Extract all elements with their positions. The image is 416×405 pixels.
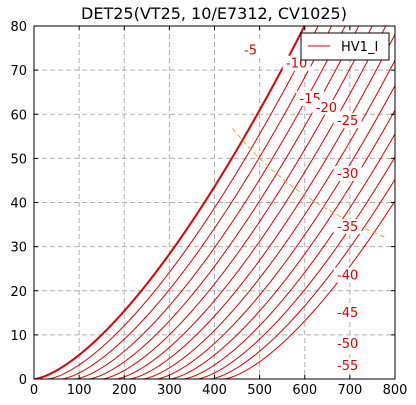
x-tick-label: 100 — [67, 383, 92, 398]
legend-label: HV1_I — [341, 40, 378, 55]
curve-label: -40 — [337, 269, 358, 284]
curve-label: -30 — [337, 167, 358, 182]
dissipation-curve — [232, 127, 387, 239]
curve-label-bg — [333, 305, 362, 321]
x-tick-label: 600 — [292, 383, 317, 398]
curve-label-bg — [240, 42, 261, 58]
series-line — [47, 26, 319, 379]
x-tick-label: 500 — [247, 383, 272, 398]
y-tick-label: 80 — [10, 20, 27, 35]
curve-label: -45 — [337, 306, 358, 321]
y-tick-label: 60 — [10, 108, 27, 123]
curve-label: -50 — [337, 337, 358, 352]
y-tick-label: 40 — [10, 197, 27, 212]
chart-title: DET25(VT25, 10/E7312, CV1025) — [81, 4, 347, 23]
curve-label-bg — [333, 218, 362, 234]
series-line — [128, 34, 395, 379]
y-tick-label: 0 — [19, 373, 27, 388]
x-tick-label: 700 — [337, 383, 362, 398]
axes: 0 100 200 300 400 500 600 700 800 0 10 20 30 40 50 60 70… — [10, 20, 407, 398]
curve-label: -35 — [337, 220, 358, 235]
series-line — [209, 179, 395, 379]
curve-label-bg — [333, 113, 362, 129]
curve-label-bg — [333, 267, 362, 283]
curve-label-bg — [312, 99, 341, 115]
series-line — [155, 85, 395, 379]
legend: HV1_I — [300, 32, 390, 61]
y-tick-label: 50 — [10, 152, 27, 167]
x-tick-label: 800 — [383, 383, 408, 398]
x-tick-label: 400 — [202, 383, 227, 398]
curve-label: -20 — [316, 101, 337, 116]
x-tick-label: 200 — [112, 383, 137, 398]
y-tick-label: 20 — [10, 285, 27, 300]
series-line — [223, 200, 395, 379]
series-line — [101, 26, 373, 379]
series-line — [115, 26, 387, 379]
x-tick-label: 300 — [157, 383, 182, 398]
y-tick-label: 10 — [10, 329, 27, 344]
x-tick-label: 0 — [30, 383, 38, 398]
series-line — [142, 60, 395, 379]
curve-label-bg — [333, 166, 362, 182]
grid — [34, 26, 395, 379]
series-line — [182, 133, 395, 379]
series-line — [196, 156, 395, 379]
curve-label: -25 — [337, 114, 358, 129]
y-tick-label: 70 — [10, 64, 27, 79]
curve-label-bg — [333, 357, 362, 373]
curve-label: -55 — [337, 359, 358, 374]
y-tick-label: 30 — [10, 241, 27, 256]
series-line — [34, 26, 306, 379]
curve-labels: -5-10-15-20-25-30-35-40-45-50-55 — [240, 42, 362, 374]
curve-label: -5 — [244, 43, 257, 58]
curve-label-bg — [333, 335, 362, 351]
